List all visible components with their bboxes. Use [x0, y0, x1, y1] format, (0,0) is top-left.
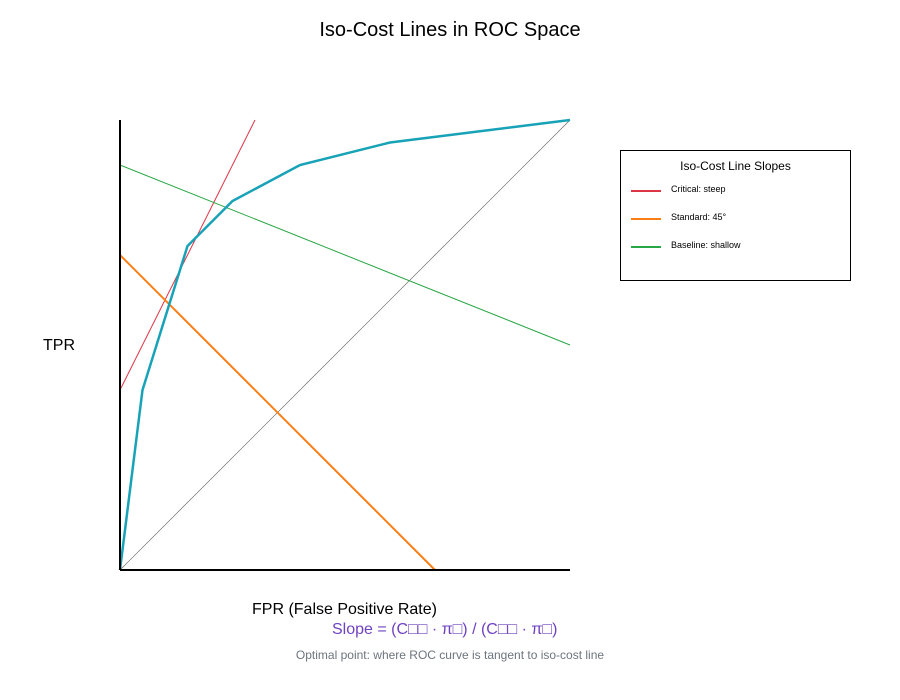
legend-swatch [631, 218, 661, 220]
slope-formula: Slope = (C□□ · π□) / (C□□ · π□) [332, 621, 558, 638]
legend-swatch [631, 190, 661, 192]
legend-label: Baseline: shallow [671, 240, 741, 250]
x-axis-label: FPR (False Positive Rate) [252, 601, 437, 618]
optimal-point-note: Optimal point: where ROC curve is tangen… [295, 648, 605, 662]
legend-label: Standard: 45° [671, 212, 727, 222]
chart-title: Iso-Cost Lines in ROC Space [319, 19, 581, 41]
iso-cost-line-1 [119, 254, 436, 571]
legend: Iso-Cost Line Slopes Critical: steep Stan… [620, 150, 851, 281]
iso-cost-line-2 [119, 164, 571, 346]
legend-label: Critical: steep [671, 184, 726, 194]
random-diagonal-line [119, 119, 571, 571]
legend-title: Iso-Cost Line Slopes [680, 159, 791, 173]
iso-cost-line-0 [119, 119, 256, 391]
y-axis-label: TPR [43, 337, 75, 354]
roc-curve [118, 118, 571, 571]
legend-swatch [631, 246, 661, 248]
